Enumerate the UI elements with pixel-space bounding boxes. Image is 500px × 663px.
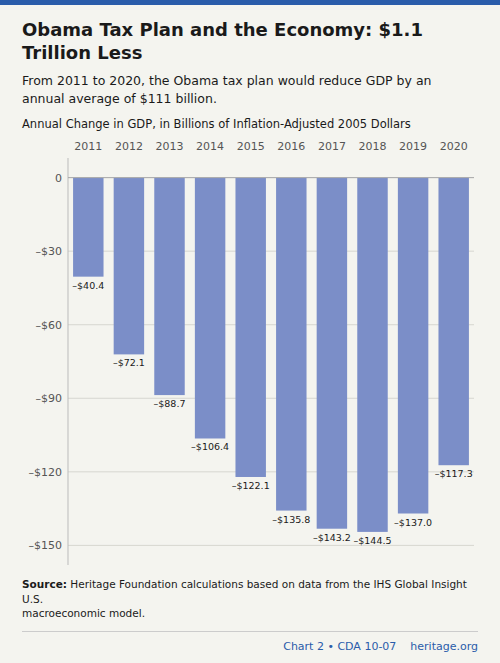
data-label: –$117.3	[435, 468, 473, 479]
y-tick-label: –$150	[29, 539, 63, 552]
chart: 0 –$30 –$60 –$90 –$120 –$150 2011 2012 2013 2014 2…	[22, 136, 478, 569]
grid-line	[68, 177, 474, 178]
axis-label: Annual Change in GDP, in Billions of Inf…	[22, 117, 478, 132]
x-tick-label: 2017	[318, 140, 346, 153]
y-tick-label: –$30	[36, 245, 63, 258]
x-tick-label: 2012	[115, 140, 143, 153]
x-tick-label: 2011	[74, 140, 102, 153]
x-tick-label: 2013	[156, 140, 184, 153]
footer: Chart 2 • CDA 10-07 heritage.org	[22, 640, 478, 653]
zero-line	[68, 177, 474, 178]
grid-line	[68, 545, 474, 546]
bar	[398, 178, 428, 514]
y-tick-label: –$90	[36, 392, 63, 405]
bar	[154, 178, 184, 395]
data-label: –$72.1	[113, 357, 145, 368]
bar	[73, 178, 103, 277]
bar	[276, 178, 306, 511]
data-label: –$122.1	[232, 480, 270, 491]
bar	[195, 178, 225, 439]
y-axis-line	[68, 158, 69, 565]
x-tick-label: 2019	[399, 140, 427, 153]
bar	[235, 178, 265, 477]
data-label: –$88.7	[154, 398, 186, 409]
data-label: –$135.8	[272, 514, 310, 525]
data-label: –$40.4	[72, 280, 104, 291]
y-tick-label: –$60	[36, 319, 63, 332]
page: Obama Tax Plan and the Economy: $1.1 Tri…	[0, 0, 500, 663]
source: Source: Heritage Foundation calculations…	[22, 577, 478, 621]
x-tick-label: 2015	[237, 140, 265, 153]
x-tick-label: 2014	[196, 140, 224, 153]
title: Obama Tax Plan and the Economy: $1.1 Tri…	[22, 19, 478, 64]
source-text: Heritage Foundation calculations based o…	[22, 578, 467, 619]
data-label: –$137.0	[394, 516, 432, 527]
x-tick-label: 2020	[440, 140, 468, 153]
x-tick-label: 2016	[277, 140, 305, 153]
data-label: –$143.2	[313, 532, 351, 543]
bars	[73, 178, 469, 532]
data-label: –$144.5	[354, 535, 392, 546]
y-tick-label: –$120	[29, 466, 63, 479]
source-label: Source:	[22, 578, 67, 590]
plot: 0 –$30 –$60 –$90 –$120 –$150 2011 2012 2013 2014 2…	[22, 136, 478, 569]
bar	[317, 178, 347, 529]
subtitle: From 2011 to 2020, the Obama tax plan wo…	[22, 72, 478, 107]
bar	[438, 178, 468, 466]
bar	[357, 178, 387, 532]
data-label: –$106.4	[191, 441, 229, 452]
x-tick-label: 2018	[359, 140, 387, 153]
y-tick-label: 0	[55, 172, 62, 185]
separator	[22, 631, 478, 632]
bar	[114, 178, 144, 355]
